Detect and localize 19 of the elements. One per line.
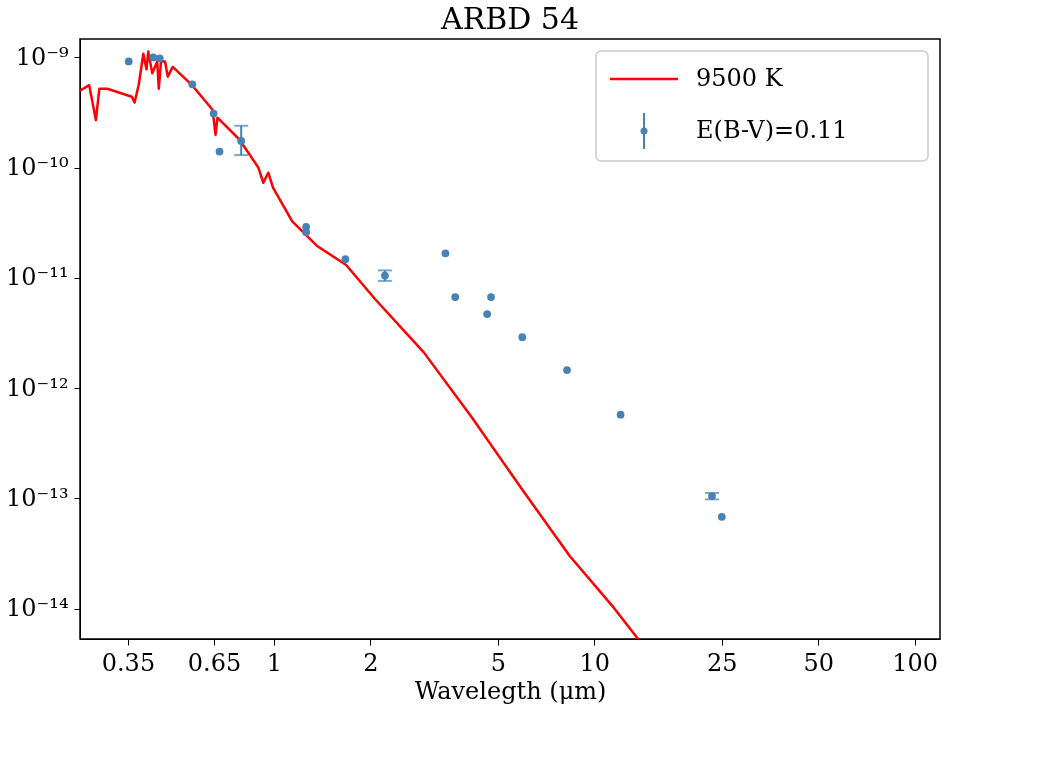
x-tick-label: 25 (707, 648, 738, 677)
x-tick-label: 0.65 (187, 648, 242, 677)
x-tick-label: 2 (363, 648, 379, 677)
x-tick-label: 100 (892, 648, 939, 677)
chart-title: ARBD 54 (439, 1, 580, 36)
y-tick-label: 10⁻¹¹ (6, 263, 69, 292)
y-tick-label: 10⁻¹⁴ (6, 594, 69, 623)
y-tick-label: 10⁻⁹ (15, 42, 69, 71)
x-tick-label: 0.35 (101, 648, 156, 677)
x-tick-label: 1 (266, 648, 283, 677)
y-tick-label: 10⁻¹⁰ (6, 153, 69, 182)
legend-label: E(B-V)=0.11 (696, 116, 848, 144)
x-axis-title: Wavelegth (μm) (414, 676, 607, 705)
y-tick-label: 10⁻¹² (6, 373, 69, 402)
y-tick-label: 10⁻¹³ (6, 483, 69, 512)
x-tick-label: 10 (579, 648, 611, 677)
legend-label: 9500 K (696, 64, 784, 92)
x-tick-label: 5 (490, 648, 507, 677)
x-tick-label: 50 (803, 648, 834, 677)
